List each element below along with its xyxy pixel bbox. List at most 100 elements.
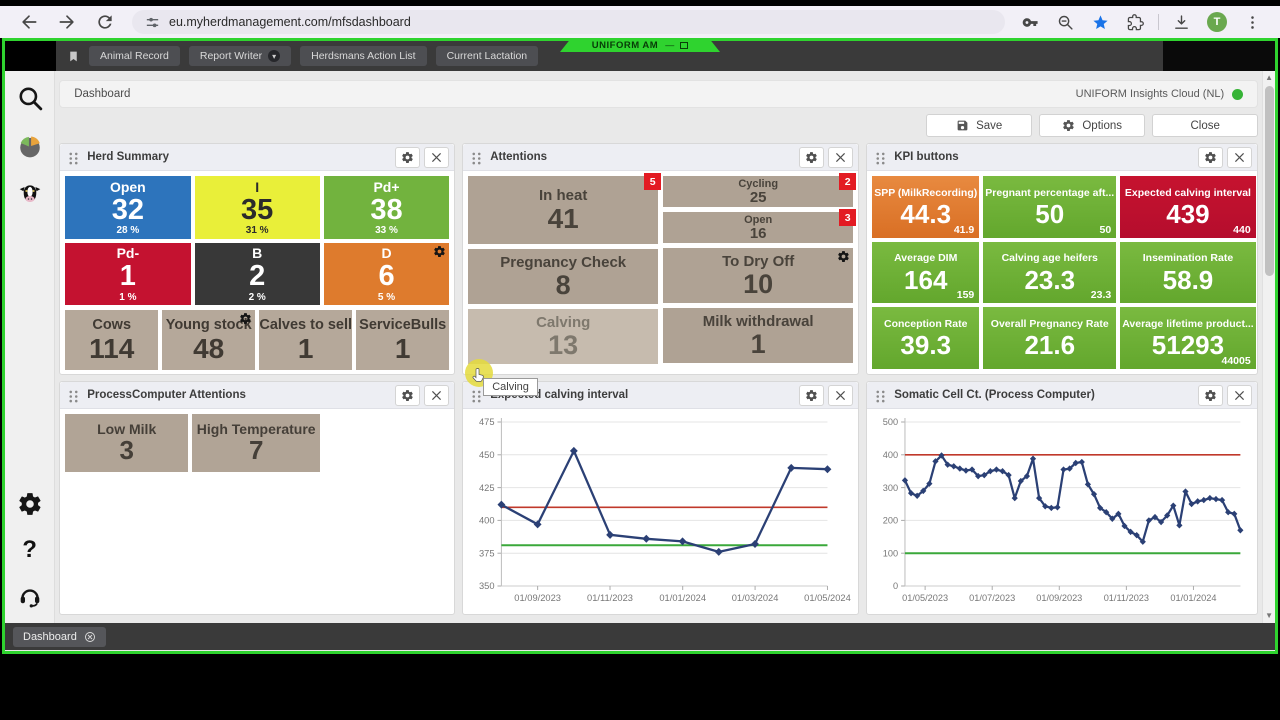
tile-gear-icon[interactable] bbox=[433, 245, 446, 258]
panel-settings-button[interactable] bbox=[1198, 384, 1224, 406]
bottom-tab-dashboard[interactable]: Dashboard bbox=[13, 626, 106, 647]
panel-close-button[interactable] bbox=[828, 384, 854, 406]
panel-close-button[interactable] bbox=[828, 146, 854, 168]
cow-icon[interactable] bbox=[17, 181, 43, 207]
profile-avatar[interactable]: T bbox=[1207, 12, 1227, 32]
zoom-icon[interactable] bbox=[1057, 14, 1074, 31]
password-key-icon[interactable] bbox=[1022, 14, 1039, 31]
panel-close-button[interactable] bbox=[424, 146, 450, 168]
herd-tile-pd-minus[interactable]: Pd- 1 1 % bbox=[65, 243, 191, 305]
tile-value: 32 bbox=[111, 193, 144, 226]
site-info-icon[interactable] bbox=[144, 14, 161, 31]
drag-handle-icon[interactable] bbox=[471, 151, 482, 164]
drag-handle-icon[interactable] bbox=[68, 151, 79, 164]
address-bar[interactable]: eu.myherdmanagement.com/mfsdashboard bbox=[132, 10, 1005, 34]
process-tile-high-temperature[interactable]: High Temperature 7 bbox=[192, 414, 321, 472]
menu-dots-icon[interactable] bbox=[1244, 14, 1261, 31]
panel-close-button[interactable] bbox=[1227, 384, 1253, 406]
nav-tab-animal-record[interactable]: Animal Record bbox=[89, 46, 180, 66]
panel-settings-button[interactable] bbox=[395, 146, 421, 168]
panel-close-button[interactable] bbox=[1227, 146, 1253, 168]
kpi-tile-calving-age-heifers[interactable]: Calving age heifers 23.3 23.3 bbox=[983, 241, 1117, 304]
herd-tile-pd-plus[interactable]: Pd+ 38 33 % bbox=[323, 176, 450, 239]
scrollbar-thumb[interactable] bbox=[1264, 86, 1274, 276]
herd-tile-open[interactable]: Open 32 28 % bbox=[65, 176, 191, 239]
scroll-down-icon[interactable]: ▼ bbox=[1265, 611, 1274, 620]
settings-gear-icon[interactable] bbox=[17, 491, 43, 517]
kpi-value: 39.3 bbox=[900, 330, 952, 361]
kpi-tile-overall-pregnancy-rate[interactable]: Overall Pregnancy Rate 21.6 bbox=[983, 307, 1117, 369]
tile-label: D bbox=[381, 245, 392, 262]
nav-tab-herdsmans-action-list[interactable]: Herdsmans Action List bbox=[300, 46, 427, 66]
herd-tile-i[interactable]: I 35 31 % bbox=[194, 176, 320, 239]
kpi-tile-average-lifetime-production[interactable]: Average lifetime product... 51293 44005 bbox=[1120, 307, 1256, 369]
tile-label: Cows bbox=[92, 316, 132, 333]
drag-handle-icon[interactable] bbox=[471, 389, 482, 402]
window-title-tab[interactable]: UNIFORM AM — bbox=[560, 38, 720, 52]
help-icon[interactable]: ? bbox=[22, 536, 37, 563]
svg-text:01/05/2023: 01/05/2023 bbox=[902, 593, 948, 603]
nav-tab-label: Report Writer bbox=[199, 50, 263, 62]
herd-tile-cows[interactable]: Cows 114 bbox=[65, 310, 159, 370]
environment-text: UNIFORM Insights Cloud (NL) bbox=[1075, 88, 1225, 100]
panel-settings-button[interactable] bbox=[395, 384, 421, 406]
herd-tile-servicebulls[interactable]: ServiceBulls 1 bbox=[356, 310, 450, 370]
tab-close-icon[interactable] bbox=[84, 631, 96, 643]
scroll-up-icon[interactable]: ▲ bbox=[1265, 73, 1274, 82]
kpi-tile-spp[interactable]: SPP (MilkRecording) 44.3 41.9 bbox=[872, 176, 980, 238]
vertical-scrollbar[interactable]: ▲ ▼ bbox=[1262, 71, 1275, 623]
herd-tile-calves-to-sell[interactable]: Calves to sell 1 bbox=[259, 310, 353, 370]
attention-tile-to-dry-off[interactable]: To Dry Off 10 bbox=[663, 248, 854, 303]
options-button[interactable]: Options bbox=[1039, 114, 1146, 137]
kpi-label: Insemination Rate bbox=[1142, 252, 1234, 265]
panel-close-button[interactable] bbox=[424, 384, 450, 406]
panel-settings-button[interactable] bbox=[1198, 146, 1224, 168]
panel-settings-button[interactable] bbox=[799, 384, 825, 406]
herd-tile-young-stock[interactable]: Young stock 48 bbox=[162, 310, 256, 370]
support-headset-icon[interactable] bbox=[17, 583, 43, 609]
bookmark-star-icon[interactable] bbox=[1092, 14, 1109, 31]
back-icon[interactable] bbox=[19, 12, 39, 32]
attention-tile-pregnancy-check[interactable]: Pregnancy Check 8 bbox=[468, 249, 659, 304]
kpi-label: Average DIM bbox=[894, 252, 958, 265]
svg-text:01/11/2023: 01/11/2023 bbox=[587, 592, 633, 603]
kpi-tile-expected-calving-interval[interactable]: Expected calving interval 439 440 bbox=[1120, 176, 1256, 238]
nav-tab-report-writer[interactable]: Report Writer ▾ bbox=[188, 46, 292, 66]
drag-handle-icon[interactable] bbox=[875, 151, 886, 164]
nav-tab-current-lactation[interactable]: Current Lactation bbox=[435, 46, 539, 66]
attention-tile-in-heat[interactable]: 5 In heat 41 bbox=[468, 173, 662, 244]
breadcrumb[interactable]: Dashboard bbox=[74, 88, 131, 100]
hand-cursor-icon bbox=[471, 367, 487, 383]
panel-settings-button[interactable] bbox=[799, 146, 825, 168]
process-tile-low-milk[interactable]: Low Milk 3 bbox=[65, 414, 189, 472]
attention-tile-milk-withdrawal[interactable]: Milk withdrawal 1 bbox=[663, 308, 854, 363]
drag-handle-icon[interactable] bbox=[875, 389, 886, 402]
kpi-value: 51293 bbox=[1151, 330, 1225, 361]
search-icon[interactable] bbox=[17, 85, 43, 111]
svg-text:375: 375 bbox=[479, 547, 495, 558]
maximize-icon[interactable] bbox=[680, 41, 689, 49]
url-text[interactable]: eu.myherdmanagement.com/mfsdashboard bbox=[169, 15, 411, 29]
bookmark-icon[interactable] bbox=[67, 49, 80, 64]
tile-gear-icon[interactable] bbox=[239, 312, 252, 325]
close-button[interactable]: Close bbox=[1152, 114, 1259, 137]
minimize-icon[interactable]: — bbox=[665, 40, 675, 50]
attention-tile-calving[interactable]: Calving 13 bbox=[468, 309, 659, 364]
forward-icon[interactable] bbox=[57, 12, 77, 32]
attention-tile-cycling[interactable]: 2 Cycling 25 bbox=[663, 173, 857, 207]
attention-tile-open[interactable]: 3 Open 16 bbox=[663, 209, 857, 243]
pie-chart-icon[interactable] bbox=[17, 133, 43, 159]
kpi-tile-insemination-rate[interactable]: Insemination Rate 58.9 bbox=[1120, 241, 1256, 304]
save-button[interactable]: Save bbox=[926, 114, 1033, 137]
drag-handle-icon[interactable] bbox=[68, 389, 79, 402]
extensions-icon[interactable] bbox=[1127, 14, 1144, 31]
refresh-icon[interactable] bbox=[95, 12, 115, 32]
kpi-tile-conception-rate[interactable]: Conception Rate 39.3 bbox=[872, 307, 980, 369]
kpi-tile-average-dim[interactable]: Average DIM 164 159 bbox=[872, 241, 980, 304]
chevron-down-icon[interactable]: ▾ bbox=[268, 50, 281, 62]
tile-gear-icon[interactable] bbox=[837, 250, 850, 263]
kpi-tile-pregnant-percentage[interactable]: Pregnant percentage aft... 50 50 bbox=[983, 176, 1117, 238]
downloads-icon[interactable] bbox=[1173, 14, 1190, 31]
